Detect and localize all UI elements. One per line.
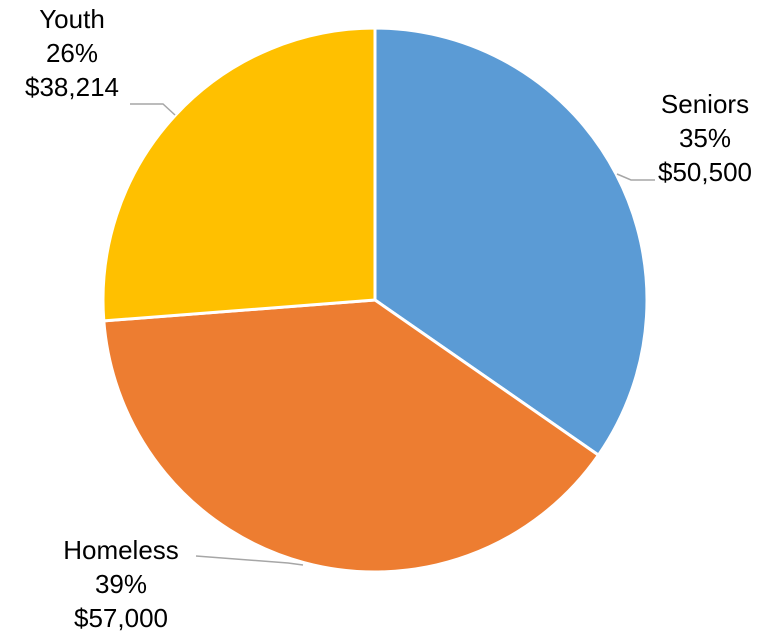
pie-slice-youth bbox=[101, 26, 377, 323]
label-seniors-value: $50,500 bbox=[658, 157, 752, 187]
leader-lines bbox=[130, 103, 655, 566]
label-seniors: Seniors 35% $50,500 bbox=[658, 89, 752, 187]
label-homeless-percent: 39% bbox=[95, 569, 147, 599]
leader-line-youth bbox=[130, 103, 176, 116]
label-youth: Youth 26% $38,214 bbox=[25, 4, 119, 102]
leader-line-seniors bbox=[616, 173, 655, 181]
label-homeless-name: Homeless bbox=[63, 535, 179, 565]
pie-slices bbox=[101, 26, 649, 574]
label-seniors-percent: 35% bbox=[679, 123, 731, 153]
leader-line-homeless bbox=[195, 555, 304, 566]
pie-slice-seniors bbox=[373, 26, 649, 457]
label-homeless-value: $57,000 bbox=[74, 603, 168, 633]
label-homeless: Homeless 39% $57,000 bbox=[63, 535, 179, 633]
label-youth-value: $38,214 bbox=[25, 72, 119, 102]
label-youth-percent: 26% bbox=[46, 38, 98, 68]
pie-slice-homeless bbox=[102, 298, 600, 574]
label-seniors-name: Seniors bbox=[661, 89, 749, 119]
label-youth-name: Youth bbox=[39, 4, 105, 34]
